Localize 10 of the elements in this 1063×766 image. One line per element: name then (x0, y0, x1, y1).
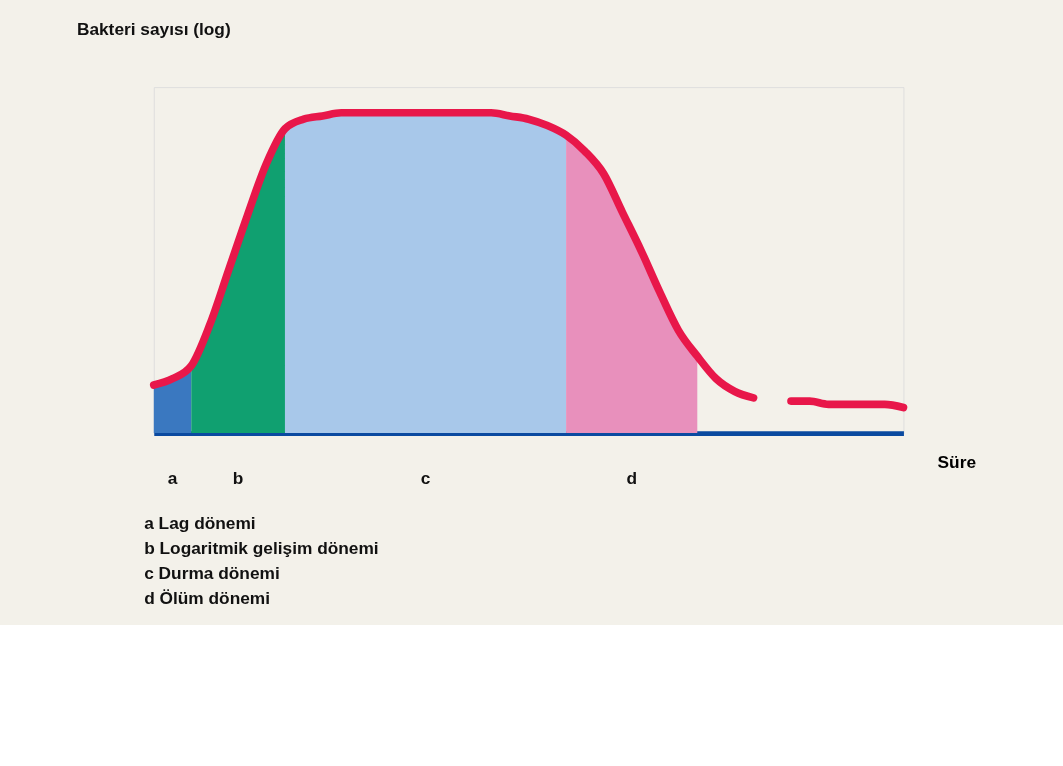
series-label: d (626, 468, 637, 489)
text: d Ölüm dönemi (144, 588, 271, 609)
series-label: b (232, 468, 244, 489)
text: a Lag dönemi (144, 513, 256, 534)
y-axis-title: Bakteri sayısı (log) (76, 19, 231, 40)
x-axis-title: Süre (937, 452, 977, 473)
series-label: c (420, 468, 431, 489)
text: b Logaritmik gelişim dönemi (144, 538, 379, 559)
series-label: a (167, 468, 178, 489)
text: c Durma dönemi (144, 563, 280, 584)
